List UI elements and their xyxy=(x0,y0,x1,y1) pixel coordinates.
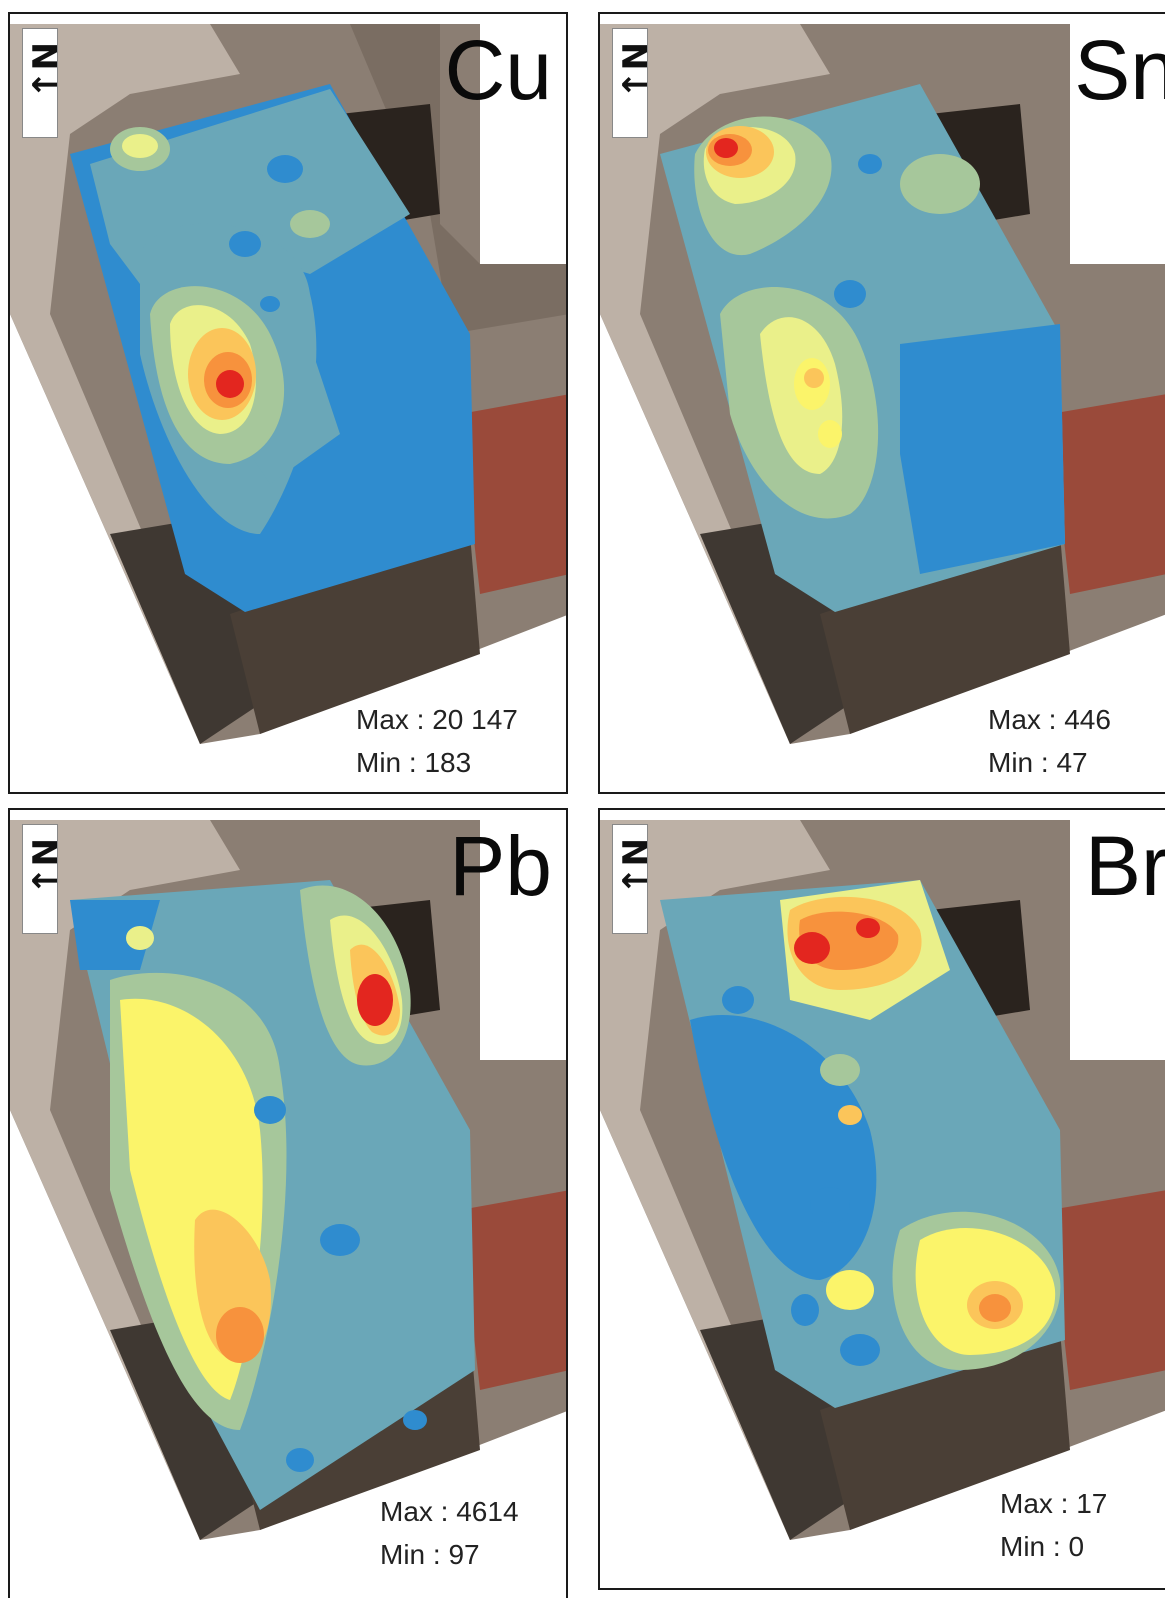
heatmap-br xyxy=(600,820,1165,1540)
north-arrow: ↑N xyxy=(612,824,656,934)
heatmap-pb xyxy=(10,820,566,1540)
max-value: Max : 17 xyxy=(1000,1488,1108,1519)
element-label-sn: Sn xyxy=(1074,23,1165,117)
concentration-field xyxy=(70,880,475,1510)
map-panel-sn: ↑N Sn Max : 446 Min : 47 xyxy=(598,12,1165,794)
stats-cu: Max : 20 147 Min : 183 xyxy=(356,698,518,785)
min-value: Min : 47 xyxy=(988,747,1088,779)
north-arrow-icon: ↑N xyxy=(26,42,66,99)
max-value: Max : 446 xyxy=(988,704,1111,735)
stats-br: Max : 17 Min : 0 xyxy=(1000,1482,1107,1569)
max-value: Max : 20 147 xyxy=(356,704,518,735)
map-panel-pb: ↑N Pb Max : 4614 Min : 97 xyxy=(8,808,568,1598)
concentration-field xyxy=(660,84,1065,612)
element-label-pb: Pb xyxy=(449,819,552,913)
north-arrow: ↑N xyxy=(22,824,66,934)
min-value: Min : 0 xyxy=(1000,1531,1085,1563)
min-value: Min : 97 xyxy=(380,1539,480,1571)
concentration-field xyxy=(660,880,1065,1408)
north-arrow-icon: ↑N xyxy=(26,838,66,895)
north-arrow: ↑N xyxy=(22,28,66,138)
element-label-cu: Cu xyxy=(444,23,552,117)
max-value: Max : 4614 xyxy=(380,1496,519,1527)
north-arrow-icon: ↑N xyxy=(616,42,656,99)
map-panel-br: ↑N Br Max : 17 Min : 0 xyxy=(598,808,1165,1590)
concentration-field xyxy=(70,84,475,612)
north-arrow: ↑N xyxy=(612,28,656,138)
map-panel-cu: ↑N Cu Max : 20 147 Min : 183 xyxy=(8,12,568,794)
element-label-br: Br xyxy=(1085,819,1165,913)
stats-sn: Max : 446 Min : 47 xyxy=(988,698,1111,785)
stats-pb: Max : 4614 Min : 97 xyxy=(380,1490,519,1577)
heatmap-sn xyxy=(600,24,1165,744)
min-value: Min : 183 xyxy=(356,747,472,779)
north-arrow-icon: ↑N xyxy=(616,838,656,895)
heatmap-cu xyxy=(10,24,566,744)
